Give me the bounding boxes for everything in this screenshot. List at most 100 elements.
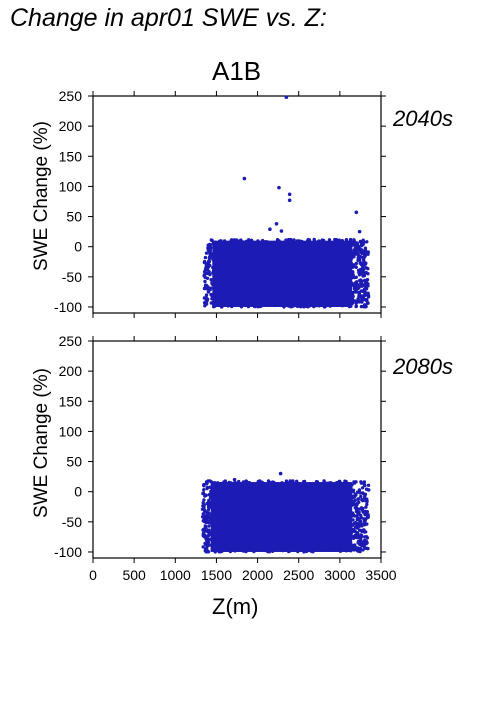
data-point: [354, 506, 359, 510]
data-point: [366, 514, 370, 519]
data-point: [206, 247, 211, 252]
data-point: [357, 256, 361, 260]
data-point: [351, 536, 356, 540]
x-tick-label: 3500: [365, 567, 396, 583]
data-point: [356, 512, 360, 516]
y-tick-label: 50: [66, 209, 82, 225]
data-point: [355, 531, 359, 535]
data-point-outlier: [284, 95, 289, 100]
data-point: [207, 257, 212, 261]
data-point: [204, 536, 208, 541]
data-point: [359, 481, 364, 485]
data-point: [205, 276, 210, 280]
data-point: [207, 524, 211, 528]
data-point: [206, 550, 211, 554]
data-point: [355, 501, 360, 506]
data-points: [202, 95, 371, 309]
data-point: [361, 548, 365, 552]
panel-2-period-label: 2080s: [393, 354, 453, 379]
data-point-outlier: [232, 477, 237, 482]
data-point-outlier: [366, 488, 371, 492]
data-point: [203, 255, 208, 260]
data-point: [200, 515, 205, 519]
data-point: [322, 479, 326, 483]
data-point: [357, 273, 362, 277]
x-tick-label: 500: [122, 567, 146, 583]
y-tick-label: 0: [74, 484, 82, 500]
data-point: [206, 515, 210, 519]
data-point-outlier: [219, 498, 224, 503]
data-point: [352, 243, 356, 247]
data-point: [202, 286, 207, 291]
data-point: [202, 259, 207, 264]
data-point: [209, 292, 213, 297]
data-point: [362, 304, 366, 308]
x-tick-label: 1500: [201, 567, 232, 583]
x-tick-label: 2500: [283, 567, 314, 583]
data-point: [200, 507, 205, 511]
data-point: [353, 525, 358, 529]
data-point: [289, 237, 293, 242]
data-point: [202, 484, 206, 488]
data-point: [355, 280, 359, 284]
data-point: [356, 541, 360, 545]
data-point-outlier: [268, 227, 272, 232]
data-point: [204, 293, 209, 297]
data-point: [356, 497, 361, 501]
data-point: [359, 261, 363, 265]
data-point: [365, 522, 369, 526]
data-point: [355, 250, 359, 254]
data-point: [366, 483, 371, 487]
data-point: [206, 528, 210, 533]
data-point: [365, 240, 369, 244]
data-point-cluster: [210, 482, 353, 552]
data-point: [363, 254, 367, 258]
data-point: [362, 480, 367, 484]
data-point: [204, 265, 208, 269]
data-point: [327, 238, 332, 242]
y-tick-label: -50: [62, 269, 82, 285]
data-point: [207, 270, 211, 274]
data-point-outlier: [243, 482, 248, 487]
data-point: [366, 291, 370, 295]
data-point: [361, 238, 365, 242]
y-tick-label: -100: [54, 299, 82, 315]
x-tick-label: 3000: [324, 567, 355, 583]
data-point: [363, 509, 367, 514]
data-point: [355, 247, 360, 251]
data-point: [363, 292, 367, 296]
data-point: [352, 495, 357, 499]
data-point: [359, 540, 364, 544]
data-point: [353, 521, 358, 525]
data-point: [208, 533, 212, 537]
y-tick-label: 200: [59, 118, 83, 134]
data-point: [363, 248, 368, 253]
data-point: [203, 549, 207, 553]
data-point: [361, 269, 365, 274]
data-point: [362, 519, 367, 524]
data-point: [356, 297, 360, 301]
data-point: [202, 530, 206, 534]
scenario-label: A1B: [212, 56, 262, 86]
data-point-outlier: [287, 192, 292, 197]
data-point: [360, 294, 364, 298]
data-point: [352, 500, 356, 504]
data-point: [202, 488, 206, 492]
data-point: [201, 512, 205, 516]
data-point: [203, 304, 207, 308]
data-point: [359, 506, 364, 510]
data-point: [362, 274, 366, 278]
data-point: [356, 525, 361, 529]
data-point: [266, 479, 271, 483]
data-point: [201, 501, 205, 505]
data-point: [364, 270, 368, 275]
data-point: [352, 548, 356, 552]
data-point: [355, 515, 359, 519]
data-point-outlier: [278, 471, 283, 476]
data-point: [205, 486, 209, 491]
data-point-outlier: [354, 210, 359, 215]
data-point: [363, 278, 367, 283]
data-point: [205, 501, 209, 506]
data-point: [359, 241, 364, 246]
data-point: [366, 295, 371, 299]
